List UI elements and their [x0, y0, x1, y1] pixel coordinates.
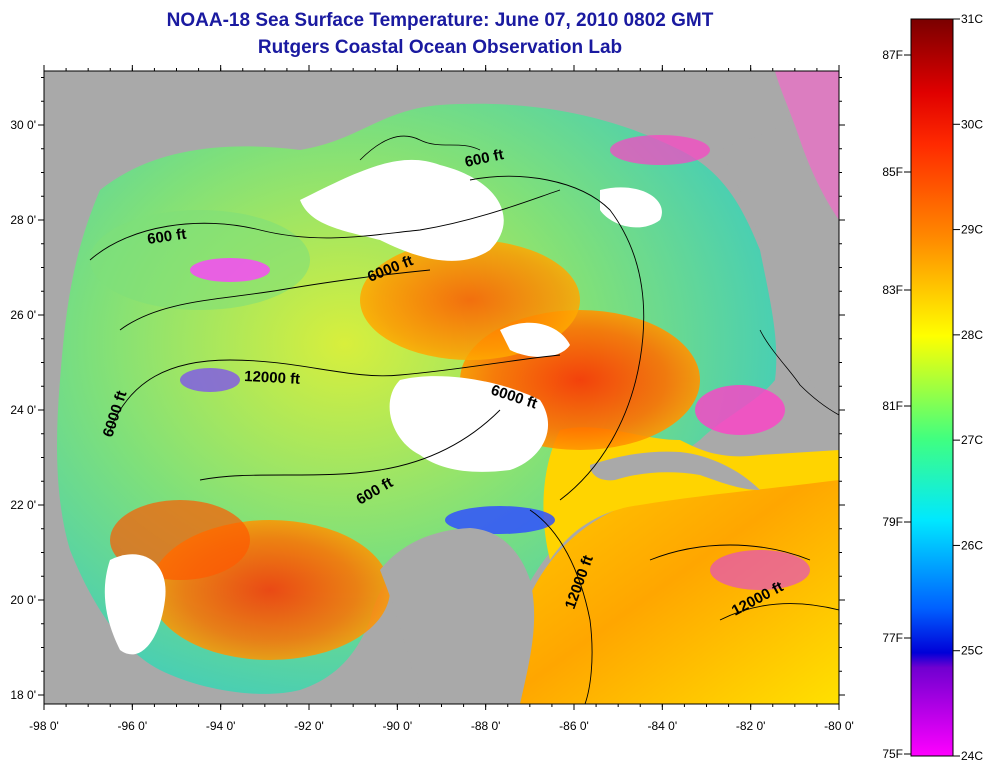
lat-tick-label: 28 0' [10, 213, 36, 227]
cloud-mask [104, 554, 166, 655]
cloud-mask [389, 376, 549, 472]
lon-tick-label: -82 0' [736, 719, 766, 733]
celsius-label: 30C [961, 117, 983, 131]
fahrenheit-label: 87F [882, 48, 903, 62]
graticule: -98 0' -96 0' -94 0' -92 0' -90 0' -88 0' -86 … [10, 65, 854, 733]
cloud-mask [440, 196, 500, 235]
celsius-label: 25C [961, 644, 983, 658]
lon-tick-label: -80 0' [824, 719, 854, 733]
fahrenheit-label: 79F [882, 515, 903, 529]
map-title: NOAA-18 Sea Surface Temperature: June 07… [166, 10, 714, 31]
colorbar-labels: 31C 30C 29C 28C 27C 26C 25C 24C 87F 85F 83F 81F 79F 7… [882, 12, 983, 763]
cloud-mask [300, 159, 504, 261]
lat-tick-label: 30 0' [10, 118, 36, 132]
lat-tick-label: 24 0' [10, 403, 36, 417]
texas-shelf-water [90, 210, 310, 310]
lat-tick-label: 18 0' [10, 688, 36, 702]
lon-tick-label: -90 0' [383, 719, 413, 733]
celsius-label: 26C [961, 538, 983, 552]
bathymetry-contours [89, 175, 839, 704]
lon-tick-label: -86 0' [559, 719, 589, 733]
fahrenheit-label: 85F [882, 165, 903, 179]
cloud-mask [500, 322, 570, 357]
celsius-label: 31C [961, 12, 983, 26]
lat-tick-label: 20 0' [10, 593, 36, 607]
lon-tick-label: -92 0' [294, 719, 324, 733]
cool-patch [190, 258, 270, 282]
fahrenheit-label: 81F [882, 399, 903, 413]
cool-filament [445, 506, 555, 534]
lon-tick-label: -96 0' [118, 719, 148, 733]
colorbar-gradient [910, 18, 954, 757]
celsius-label: 28C [961, 328, 983, 342]
cool-patch [710, 550, 810, 590]
lon-tick-label: -94 0' [206, 719, 236, 733]
cool-patch [180, 368, 240, 392]
lon-tick-label: -88 0' [471, 719, 501, 733]
map-subtitle: Rutgers Coastal Ocean Observation Lab [257, 37, 623, 58]
coastline [359, 135, 839, 416]
celsius-label: 29C [961, 223, 983, 237]
map-plot-area [44, 71, 839, 704]
lon-tick-label: -84 0' [648, 719, 678, 733]
lat-tick-label: 22 0' [10, 498, 36, 512]
celsius-label: 27C [961, 433, 983, 447]
lon-tick-label: -98 0' [29, 719, 59, 733]
contour-label: 12000 ft [244, 368, 301, 388]
fahrenheit-label: 77F [882, 631, 903, 645]
fahrenheit-label: 75F [882, 747, 903, 761]
florida-east-coast-water [775, 71, 839, 220]
celsius-label: 24C [961, 749, 983, 763]
lat-tick-label: 26 0' [10, 308, 36, 322]
fahrenheit-label: 83F [882, 283, 903, 297]
yucatan-land [380, 528, 535, 704]
cool-patch [610, 135, 710, 165]
florida-keys-cool-patch [695, 385, 785, 435]
contour-label: 600 ft [146, 226, 187, 248]
caribbean-water [500, 460, 839, 704]
cuba-land [590, 451, 760, 490]
